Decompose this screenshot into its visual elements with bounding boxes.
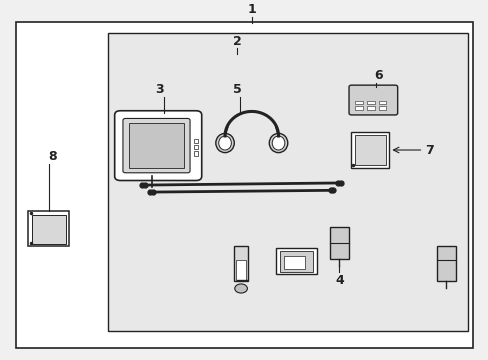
- Bar: [129, 123, 184, 168]
- Bar: [436, 246, 455, 282]
- Bar: [194, 145, 198, 149]
- Ellipse shape: [215, 133, 234, 153]
- Bar: [276, 248, 317, 274]
- Circle shape: [234, 284, 247, 293]
- Bar: [32, 215, 66, 244]
- Ellipse shape: [272, 136, 285, 150]
- Bar: [378, 100, 386, 104]
- FancyBboxPatch shape: [115, 111, 201, 180]
- Text: 4: 4: [334, 274, 343, 287]
- Ellipse shape: [269, 133, 287, 153]
- Text: 3: 3: [155, 84, 163, 96]
- FancyBboxPatch shape: [348, 85, 397, 115]
- Bar: [284, 256, 304, 269]
- Bar: [194, 152, 198, 156]
- Ellipse shape: [218, 136, 231, 150]
- Text: 8: 8: [48, 150, 57, 163]
- Bar: [233, 246, 248, 282]
- Bar: [108, 32, 467, 330]
- Bar: [280, 251, 312, 272]
- Bar: [351, 132, 388, 167]
- Bar: [194, 139, 198, 143]
- Text: 5: 5: [232, 84, 241, 96]
- Bar: [378, 106, 386, 110]
- Bar: [366, 100, 374, 104]
- Bar: [366, 106, 374, 110]
- Bar: [28, 211, 69, 246]
- Bar: [355, 135, 385, 165]
- Bar: [355, 106, 363, 110]
- Text: 7: 7: [425, 144, 433, 157]
- FancyBboxPatch shape: [122, 118, 190, 173]
- Text: 2: 2: [232, 35, 241, 48]
- Bar: [329, 227, 348, 259]
- Bar: [235, 260, 246, 280]
- Text: 6: 6: [373, 69, 382, 82]
- Text: 1: 1: [247, 3, 256, 16]
- Bar: [355, 100, 363, 104]
